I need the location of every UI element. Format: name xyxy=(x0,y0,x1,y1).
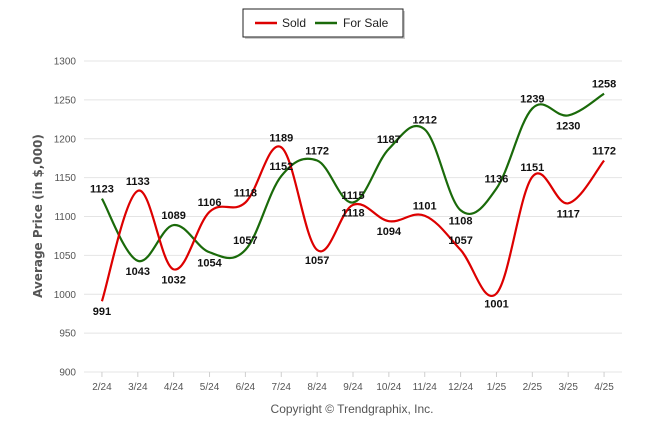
gridlines xyxy=(84,60,622,373)
data-label-for-sale: 1230 xyxy=(556,120,580,132)
copyright-credit: Copyright © Trendgraphix, Inc. xyxy=(271,402,434,416)
x-tick-label: 3/24 xyxy=(128,382,148,393)
data-label-for-sale: 1239 xyxy=(520,93,544,105)
x-tick-label: 10/24 xyxy=(376,382,401,393)
data-label-sold: 991 xyxy=(93,306,111,318)
data-label-sold: 1133 xyxy=(126,176,150,188)
data-label-for-sale: 1118 xyxy=(341,208,364,220)
data-label-for-sale: 1123 xyxy=(90,184,114,196)
data-label-sold: 1057 xyxy=(305,255,329,267)
data-label-sold: 1151 xyxy=(520,162,544,174)
y-tick-label: 1100 xyxy=(54,212,76,223)
data-label-for-sale: 1108 xyxy=(449,215,473,227)
legend: Sold For Sale xyxy=(242,8,405,39)
y-tick-label: 1000 xyxy=(54,290,77,301)
legend-label-sold: Sold xyxy=(282,16,306,30)
data-label-sold: 1117 xyxy=(557,208,580,220)
y-axis-ticks: 900 950 1000 1050 1100 1150 1200 1250 1300 xyxy=(54,57,77,379)
x-tick-label: 1/25 xyxy=(487,382,507,393)
data-label-for-sale: 1057 xyxy=(233,235,257,247)
data-label-sold: 1057 xyxy=(448,235,472,247)
x-tick-label: 6/24 xyxy=(236,382,256,393)
x-tick-label: 2/24 xyxy=(92,382,112,393)
data-label-sold: 1032 xyxy=(161,274,185,286)
data-label-sold: 1106 xyxy=(198,197,222,209)
x-tick-label: 5/24 xyxy=(200,382,220,393)
x-axis-ticks: 2/24 3/24 4/24 5/24 6/24 7/24 8/24 9/24 10/24 11/… xyxy=(92,372,614,393)
data-label-for-sale: 1152 xyxy=(269,161,293,173)
data-label-for-sale: 1089 xyxy=(161,210,185,222)
x-tick-label: 4/24 xyxy=(164,382,184,393)
y-tick-label: 950 xyxy=(59,329,76,340)
data-label-for-sale: 1054 xyxy=(197,257,222,269)
data-label-for-sale: 1212 xyxy=(412,114,436,126)
x-tick-label: 7/24 xyxy=(272,382,292,393)
data-label-for-sale: 1187 xyxy=(377,134,401,146)
data-label-sold: 1101 xyxy=(413,201,437,213)
y-tick-label: 1050 xyxy=(54,251,77,262)
data-label-sold: 1172 xyxy=(592,146,616,158)
data-label-for-sale: 1136 xyxy=(485,174,509,186)
data-label-sold: 1189 xyxy=(269,132,293,144)
y-tick-label: 1300 xyxy=(54,57,77,68)
y-tick-label: 1200 xyxy=(54,134,77,145)
x-tick-label: 12/24 xyxy=(448,382,473,393)
data-label-sold: 1094 xyxy=(377,226,402,238)
y-axis-title: Average Price (in $,000) xyxy=(31,134,45,298)
y-tick-label: 1150 xyxy=(54,173,76,184)
data-label-sold: 1001 xyxy=(484,298,508,310)
series-line-sold xyxy=(100,145,605,302)
data-label-for-sale: 1258 xyxy=(592,79,616,91)
x-tick-label: 2/25 xyxy=(523,382,543,393)
data-label-for-sale: 1172 xyxy=(305,146,329,158)
x-tick-label: 11/24 xyxy=(413,382,438,393)
data-label-sold: 1118 xyxy=(234,188,257,200)
legend-label-for-sale: For Sale xyxy=(343,16,389,30)
data-label-sold: 1115 xyxy=(341,190,364,202)
x-tick-label: 4/25 xyxy=(594,382,614,393)
x-tick-label: 8/24 xyxy=(307,382,327,393)
data-label-for-sale: 1043 xyxy=(126,266,150,278)
y-tick-label: 900 xyxy=(59,368,76,379)
data-labels: 991 1133 1032 1106 1118 1189 1057 1115 1094 1101 1… xyxy=(90,79,616,319)
x-tick-label: 9/24 xyxy=(343,382,363,393)
y-tick-label: 1250 xyxy=(54,95,77,106)
series-lines xyxy=(100,92,605,302)
series-line-for-sale xyxy=(100,92,605,262)
x-tick-label: 3/25 xyxy=(558,382,578,393)
